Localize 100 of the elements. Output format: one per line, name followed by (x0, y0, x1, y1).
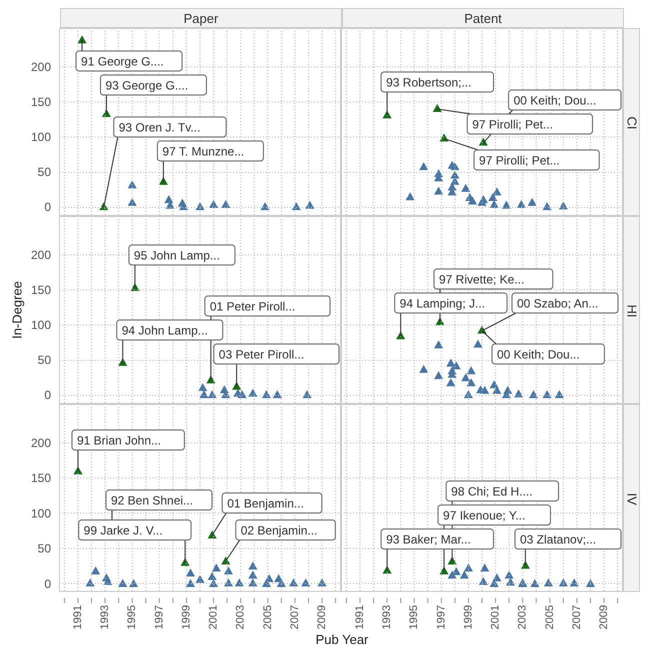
y-tick-label: 100 (30, 130, 52, 144)
x-tick-label: 2003 (516, 605, 529, 630)
y-tick-label: 200 (30, 248, 52, 262)
point (464, 564, 473, 572)
point (224, 578, 233, 586)
chart-title: Patent (342, 8, 624, 28)
x-tick-label: 1995 (126, 605, 138, 630)
x-tick-label: 2007 (288, 605, 301, 630)
point (260, 202, 270, 210)
point (504, 570, 514, 579)
point (186, 579, 195, 588)
annotation: 97 Ikenoue; Y... (442, 508, 526, 522)
point (461, 373, 470, 382)
y-tick-label: 150 (30, 94, 52, 109)
point (317, 578, 326, 586)
point (234, 578, 244, 586)
point (129, 579, 138, 588)
point (195, 574, 204, 583)
y-axis-title: In-Degree (10, 281, 24, 339)
point (478, 195, 488, 204)
y2-axis-title: HI (624, 304, 640, 318)
point (86, 578, 95, 586)
point (248, 570, 258, 579)
annotation: 91 Brian John... (76, 434, 161, 448)
y-tick-label: 0 (44, 576, 52, 591)
annotation: 97 Pirolli; Pet... (478, 154, 560, 168)
annotation: 99 Jarke J. V... (84, 524, 163, 538)
point (542, 390, 552, 398)
x-tick-label: 2005 (262, 605, 274, 630)
x-tick-label: 2003 (234, 605, 247, 630)
point (432, 104, 442, 112)
point (468, 196, 477, 204)
y-tick-label: 50 (38, 164, 52, 179)
y-tick-label: 0 (44, 200, 52, 214)
point (452, 361, 461, 370)
annotation: 93 Robertson;... (386, 76, 472, 90)
annotation: 93 George G.... (105, 78, 188, 92)
annotation: 98 Chi; Ed H.... (451, 484, 532, 498)
point (406, 192, 415, 200)
y-tick-label: 200 (30, 436, 52, 450)
chart-title: Paper (60, 8, 342, 28)
point (128, 198, 137, 206)
point (91, 566, 100, 574)
point (466, 378, 476, 386)
point (276, 579, 286, 588)
point (514, 389, 524, 398)
point (128, 180, 137, 188)
point (446, 358, 456, 367)
point (478, 576, 488, 585)
point (208, 572, 217, 580)
point (434, 340, 444, 348)
x-tick-label: 2001 (489, 605, 502, 630)
point (586, 579, 595, 588)
x-tick-label: 1999 (180, 605, 192, 630)
annotation: 01 Benjamin... (227, 496, 304, 510)
point (488, 192, 498, 201)
point (248, 561, 258, 570)
y-tick-label: 50 (38, 542, 52, 556)
annotation: 97 Pirolli; Pet... (472, 118, 553, 132)
annotation: 91 George G.... (80, 54, 164, 68)
point (542, 202, 552, 210)
annotation: 93 Oren J. Tv... (118, 120, 200, 134)
point (434, 186, 444, 195)
y2-axis-title: IV (624, 492, 640, 506)
point (262, 579, 271, 588)
x-tick-label: 1993 (99, 605, 112, 630)
point (248, 578, 258, 586)
annotation: 00 Keith; Dou... (496, 348, 580, 362)
x-tick-label: 2005 (544, 605, 556, 630)
point (301, 578, 310, 586)
y-tick-label: 50 (38, 352, 52, 367)
annotation: 02 Benjamin... (240, 524, 318, 538)
annotation: 93 Baker; Mar... (386, 532, 471, 546)
x-tick-label: 2001 (207, 605, 220, 630)
point (554, 390, 564, 398)
point (224, 566, 233, 574)
point (208, 530, 217, 538)
point (473, 340, 482, 348)
point (77, 35, 86, 44)
point (419, 162, 428, 170)
annotation: 97 T. Munzne... (162, 144, 244, 158)
annotation: 01 Peter Piroll... (210, 300, 296, 314)
point (186, 568, 195, 576)
y2-axis-title: CI (624, 116, 640, 130)
x-tick-label: 1991 (354, 605, 366, 630)
annotation: 97 Rivette; Ke... (438, 272, 524, 286)
annotation: 94 John Lamp... (122, 324, 208, 338)
y-tick-label: 200 (30, 60, 52, 74)
point (528, 198, 537, 206)
x-tick-label: 2009 (316, 605, 328, 630)
point (118, 579, 128, 588)
x-tick-label: 1995 (408, 605, 420, 630)
x-tick-label: 1997 (435, 605, 448, 630)
x-tick-label: 2007 (570, 605, 583, 630)
point (466, 366, 476, 374)
point (570, 578, 579, 586)
point (272, 390, 282, 398)
point (544, 578, 553, 586)
point (558, 578, 568, 586)
point (528, 390, 538, 398)
